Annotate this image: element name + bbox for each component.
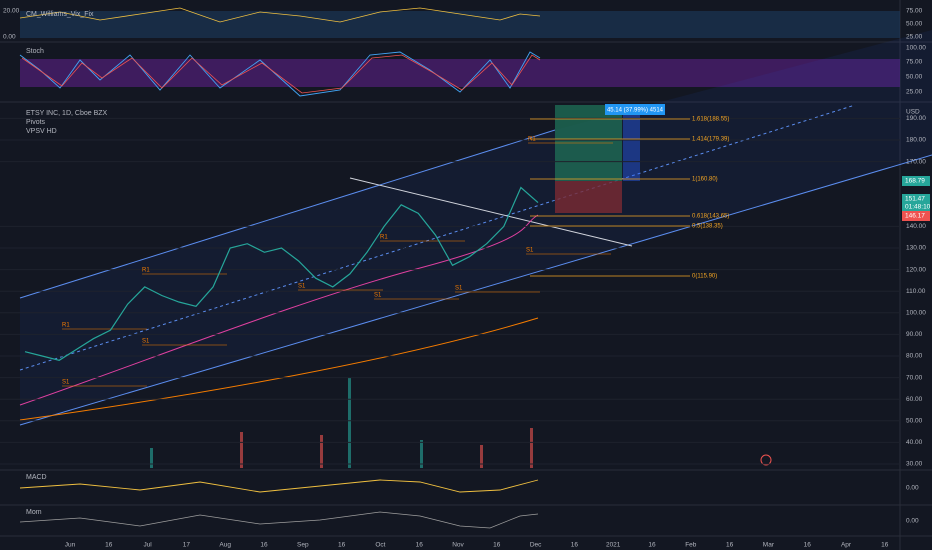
stoch-axis: 75.00	[906, 59, 923, 66]
pivot-label: S1	[298, 284, 306, 290]
stoch-d	[21, 54, 541, 94]
fib-label: 0.5(138.35)	[692, 224, 723, 230]
stoch-axis: 25.00	[906, 89, 923, 96]
range-box	[623, 105, 640, 181]
time-tick: Aug	[219, 542, 231, 549]
channel	[19, 30, 932, 426]
price-tick: 30.00	[906, 461, 923, 468]
price-tick: 70.00	[906, 374, 923, 381]
time-tick: Jun	[65, 542, 76, 549]
indicator: Pivots	[26, 119, 46, 126]
pivot-label: S1	[62, 380, 70, 386]
panel-label: Mom	[26, 509, 42, 516]
current-price-bg	[902, 194, 930, 212]
price-line	[24, 186, 539, 361]
fib-label: 0(115.90)	[692, 274, 717, 280]
badge-bg	[605, 104, 665, 115]
vix-axis: 50.00	[906, 21, 923, 28]
countdown: 01:48:10	[905, 204, 931, 211]
time-tick: 16	[105, 542, 113, 549]
price-tick: 40.00	[906, 439, 923, 446]
time-tick: 16	[804, 542, 812, 549]
price-tick: 130.00	[906, 245, 926, 252]
position-badge: 45.14 (37.99%) 4514	[607, 108, 664, 114]
time-tick: 2021	[606, 542, 621, 549]
current-price: 151.47	[905, 196, 925, 203]
panel-label: MACD	[26, 474, 47, 481]
pivot-label: S1	[374, 293, 382, 299]
time-tick: Nov	[452, 542, 464, 549]
fib-label: 1.618(188.55)	[692, 117, 729, 123]
price-tick: 140.00	[906, 223, 926, 230]
panel-label: Stoch	[26, 48, 44, 55]
last-price: 168.79	[905, 178, 925, 185]
indicator: VPSV HD	[26, 128, 57, 135]
pivot-label: R1	[380, 235, 388, 241]
time-tick: Dec	[530, 542, 542, 549]
fib-label: 0.618(143.65)	[692, 214, 729, 220]
loss-zone	[555, 181, 622, 213]
vix-line	[19, 7, 541, 23]
symbol: ETSY INC, 1D, Cboe BZX	[26, 110, 108, 117]
pivot-label: R1	[62, 323, 70, 329]
pivot-label: S1	[142, 339, 150, 345]
macd-axis: 0.00	[906, 485, 919, 492]
time-tick: Feb	[685, 542, 697, 549]
price-tick: 90.00	[906, 331, 923, 338]
vix-axis-left: 20.00	[3, 8, 20, 15]
stoch-axis: 50.00	[906, 74, 923, 81]
price-tick: 120.00	[906, 266, 926, 273]
time-tick: 16	[260, 542, 268, 549]
volume	[150, 378, 533, 468]
time-tick: 16	[726, 542, 734, 549]
stop-price: 146.17	[905, 213, 925, 220]
time-tick: Apr	[841, 542, 852, 549]
price-tick: 180.00	[906, 137, 926, 144]
time-tick: 16	[571, 542, 579, 549]
time-tick: 16	[881, 542, 889, 549]
time-tick: Jul	[143, 542, 152, 549]
vix-axis: 75.00	[906, 8, 923, 15]
time-tick: 16	[338, 542, 346, 549]
pivot-label: S1	[455, 286, 463, 292]
time-tick: Sep	[297, 542, 309, 549]
macd-line	[19, 479, 539, 493]
time-tick: 16	[648, 542, 656, 549]
vix-axis: 25.00	[906, 34, 923, 41]
mom-line	[19, 511, 539, 529]
fib-label: 1.414(179.39)	[692, 137, 729, 143]
time-tick: 16	[416, 542, 424, 549]
stop-bg	[902, 211, 930, 221]
pivot-label: R1	[142, 268, 150, 274]
fib-label: 1(160.80)	[692, 177, 718, 183]
price-tick: 170.00	[906, 158, 926, 165]
vix-band	[20, 11, 900, 38]
last-price-bg	[902, 176, 930, 186]
price-tick: 190.00	[906, 115, 926, 122]
time-tick: Oct	[375, 542, 385, 549]
time-tick: 17	[183, 542, 191, 549]
pivot-label: S1	[526, 248, 534, 254]
pivot-label: R1	[528, 137, 536, 143]
price-tick: 50.00	[906, 418, 923, 425]
price-tick: 100.00	[906, 310, 926, 317]
vix-axis-left: 0.00	[3, 34, 16, 41]
event-icon[interactable]	[760, 454, 772, 466]
mom-axis: 0.00	[906, 518, 919, 525]
price-unit: USD	[906, 109, 920, 116]
price-tick: 60.00	[906, 396, 923, 403]
stoch-axis: 100.00	[906, 45, 926, 52]
panel-label: CM_Williams_Vix_Fix	[26, 11, 94, 18]
price-tick: 110.00	[906, 288, 926, 295]
time-tick: Mar	[763, 542, 775, 549]
stoch-k	[19, 51, 541, 97]
price-tick: 80.00	[906, 353, 923, 360]
time-tick: 16	[493, 542, 501, 549]
